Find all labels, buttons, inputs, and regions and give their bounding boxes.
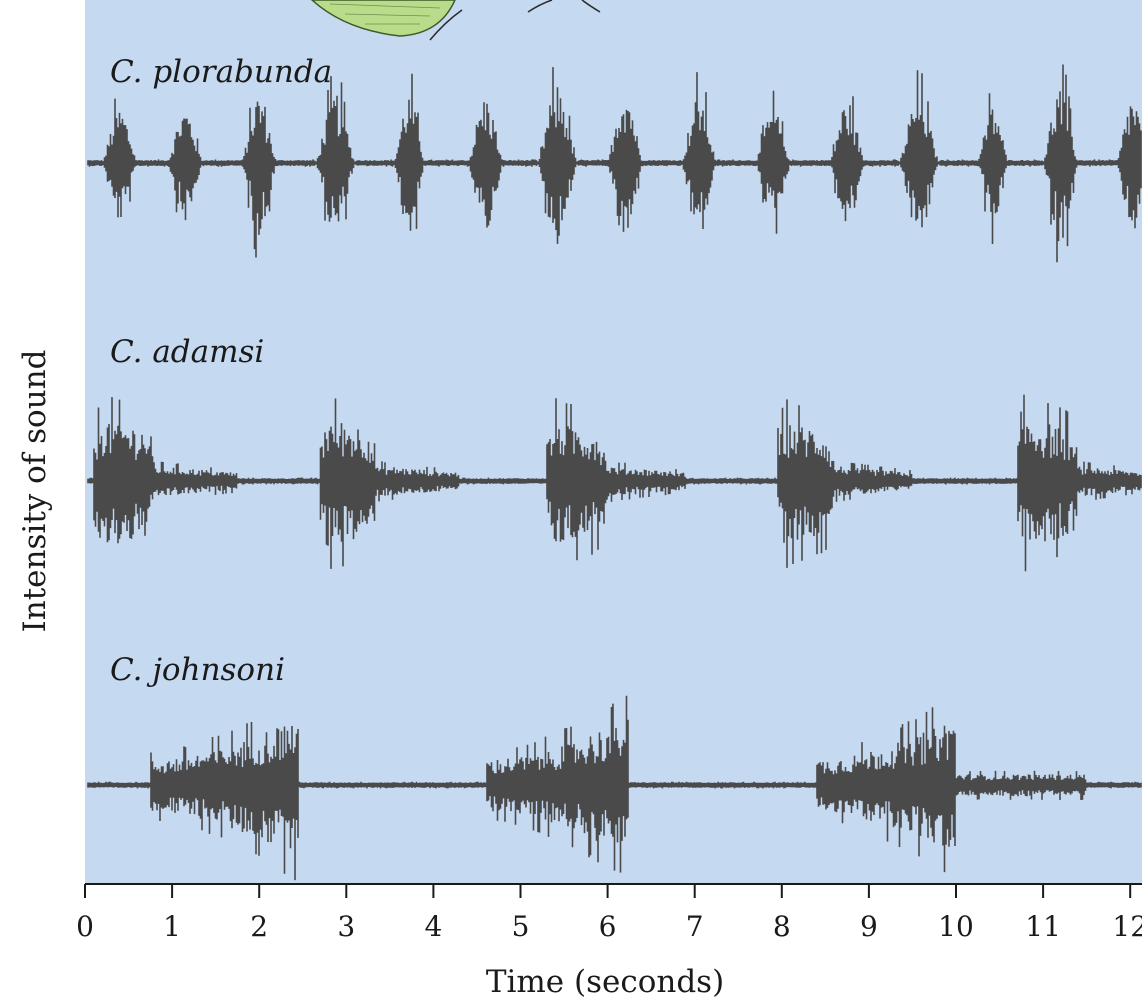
y-axis-title: Intensity of sound xyxy=(17,350,53,633)
x-tick-label: 10 xyxy=(938,910,974,943)
waveform-cplorabunda xyxy=(87,64,1142,263)
x-tick-label: 0 xyxy=(76,910,94,943)
waveform-cadamsi xyxy=(87,394,1142,572)
x-tick-label: 1 xyxy=(163,910,181,943)
x-tick-label: 3 xyxy=(337,910,355,943)
x-tick-label: 11 xyxy=(1025,910,1061,943)
waveform-group xyxy=(87,64,1142,881)
lacewing-illustration xyxy=(310,0,601,41)
series-label-adamsi: C. adamsi xyxy=(110,334,264,370)
x-tick-label: 12 xyxy=(1112,910,1142,943)
x-axis-title: Time (seconds) xyxy=(486,964,724,1000)
series-label-plorabunda: C. plorabunda xyxy=(110,54,332,90)
x-tick-label: 7 xyxy=(686,910,704,943)
x-tick-label: 4 xyxy=(424,910,442,943)
x-tick-label: 5 xyxy=(512,910,530,943)
x-axis-ticks: 0 1 2 3 4 5 6 7 8 9 10 11 12 xyxy=(76,884,1142,943)
waveform-cjohnsoni xyxy=(87,695,1142,881)
series-label-johnsoni: C. johnsoni xyxy=(110,652,285,688)
x-tick-label: 8 xyxy=(773,910,791,943)
x-tick-label: 6 xyxy=(599,910,617,943)
x-tick-label: 9 xyxy=(860,910,878,943)
x-tick-label: 2 xyxy=(250,910,268,943)
